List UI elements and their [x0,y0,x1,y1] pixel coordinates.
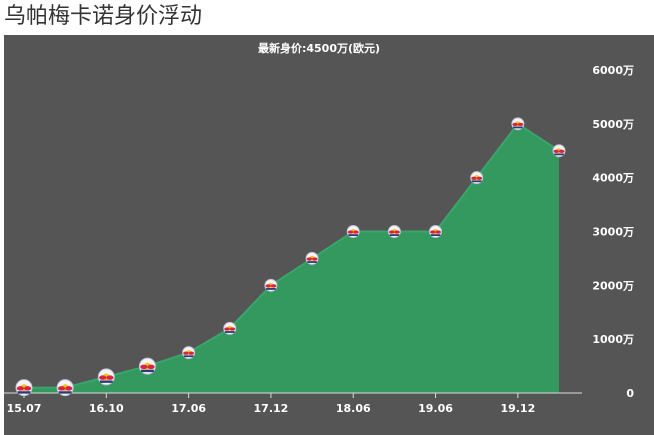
x-tick-label-5: 19.06 [418,402,453,415]
x-tick-label-2: 17.06 [171,402,206,415]
data-point-8[interactable] [346,225,360,238]
data-point-13[interactable] [552,144,566,158]
data-point-7[interactable] [305,251,319,265]
crest-band [266,288,276,290]
crest-band [471,180,482,183]
crest-bull-right [270,284,277,288]
y-tick-label-1: 1000万 [592,333,634,346]
crest-band [17,391,31,394]
crest-band [348,234,359,236]
page-title: 乌帕梅卡诺身价浮动 [4,4,203,29]
crest-bull-left [183,351,189,355]
data-point-12[interactable] [511,117,525,131]
crest-bull-left [224,327,230,331]
y-tick-label-3: 3000万 [592,226,634,239]
y-tick-label-0: 0 [626,387,634,400]
y-tick-label-5: 5000万 [592,118,634,131]
crest-band [224,331,235,333]
crest-bull-right [394,230,400,234]
crest-bull-right [559,149,565,154]
data-point-9[interactable] [387,225,401,238]
x-tick-label-3: 17.12 [254,402,289,415]
crest-bull-right [229,327,236,331]
crest-bull-right [24,386,32,391]
crest-bull-left [140,364,148,370]
crest-bull-right [517,122,524,127]
crest-band [554,153,564,156]
crest-bull-left [347,230,354,234]
crest-band [430,234,441,236]
crest-bull-left [471,176,477,180]
series-area [24,123,559,393]
data-point-10[interactable] [429,225,443,238]
x-tick-label-0: 15.07 [7,402,42,415]
y-tick-label-6: 6000万 [592,64,634,77]
chart-svg: 最新身价:4500万(欧元) 0 1000万 2000万 3000万 4000万 5000万… [4,35,654,435]
crest-bull-right [353,230,359,234]
data-point-11[interactable] [470,171,484,185]
crest-bull-left [306,257,313,261]
y-tick-label-4: 4000万 [592,172,634,185]
data-point-4[interactable] [182,346,196,360]
crest-bull-right [106,375,114,380]
y-tick-label-2: 2000万 [592,279,634,292]
crest-band [58,391,72,394]
crest-bull-right [188,351,195,355]
market-value-chart: 最新身价:4500万(欧元) 0 1000万 2000万 3000万 4000万 5000万… [4,35,654,435]
crest-bull-right [312,257,318,261]
crest-bull-right [476,176,483,180]
crest-bull-left [430,230,436,234]
crest-bull-left [265,284,271,288]
crest-bull-left [16,386,24,391]
chart-title: 最新身价:4500万(欧元) [258,41,380,55]
x-tick-label-1: 16.10 [89,402,124,415]
data-point-0[interactable] [15,379,33,397]
crest-bull-right [65,386,73,391]
crest-bull-right [147,364,155,370]
crest-band [183,355,194,358]
data-point-5[interactable] [223,321,237,335]
x-tick-label-4: 18.06 [336,402,371,415]
crest-band [307,261,317,263]
data-point-2[interactable] [97,368,115,386]
crest-band [99,380,113,383]
crest-band [513,126,523,129]
crest-bull-left [57,386,66,391]
crest-bull-left [388,230,395,234]
crest-band [141,369,154,373]
data-point-1[interactable] [56,379,74,397]
data-point-6[interactable] [264,278,278,292]
crest-bull-left [99,375,107,380]
crest-bull-left [553,149,559,154]
crest-bull-right [435,230,441,234]
data-point-3[interactable] [138,357,156,375]
x-tick-label-6: 19.12 [500,402,535,415]
crest-bull-left [512,122,518,127]
crest-band [389,234,400,236]
